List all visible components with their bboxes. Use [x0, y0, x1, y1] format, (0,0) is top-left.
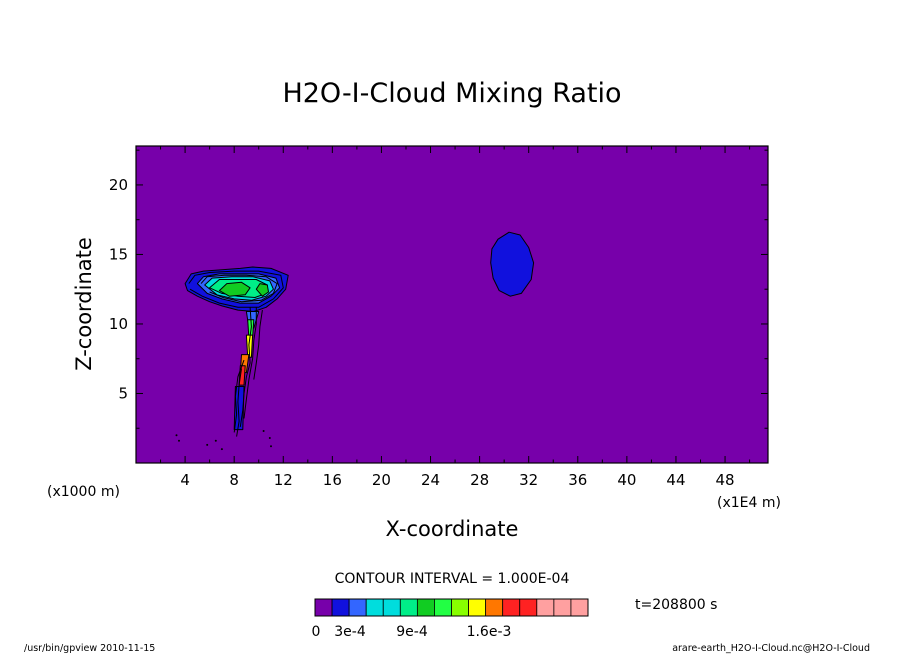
colorbar-swatch — [536, 598, 555, 617]
colorbar-swatch — [468, 598, 487, 617]
x-tick-label: 28 — [470, 471, 489, 489]
colorbar-swatch — [485, 598, 504, 617]
footer-right: arare-earth_H2O-I-Cloud.nc@H2O-I-Cloud — [672, 643, 870, 654]
y-tick-label: 5 — [118, 384, 128, 402]
colorbar-swatch — [434, 598, 452, 617]
chart-title: H2O-I-Cloud Mixing Ratio — [282, 78, 621, 109]
colorbar-swatch — [382, 598, 401, 617]
time-label: t=208800 s — [635, 597, 717, 613]
footer-left: /usr/bin/gpview 2010-11-15 — [24, 643, 155, 654]
colorbar-swatch — [502, 598, 521, 617]
column-contour-4 — [233, 359, 245, 433]
colorbar-swatch — [451, 598, 469, 617]
y-tick-label: 20 — [109, 176, 128, 194]
isolated-cloud — [490, 231, 535, 297]
x-tick-label: 32 — [519, 471, 538, 489]
column-contour-1 — [239, 307, 252, 427]
colorbar-swatch — [348, 598, 367, 617]
colorbar-tick-label: 1.6e-3 — [467, 624, 512, 640]
column-contour-2 — [243, 307, 257, 419]
speckle-5 — [262, 430, 265, 432]
x-tick-label: 20 — [372, 471, 391, 489]
anvil-contour-2 — [200, 274, 278, 303]
colorbar-swatch — [399, 598, 418, 617]
speckle-4 — [220, 448, 223, 451]
colorbar-swatch — [331, 598, 350, 617]
contour-lines — [188, 270, 284, 437]
y-axis-label: Z-coordinate — [72, 237, 96, 371]
speckle-2 — [206, 443, 209, 446]
x-tick-label: 24 — [421, 471, 440, 489]
speckle-0 — [175, 434, 178, 437]
x-tick-label: 16 — [323, 471, 342, 489]
x-tick-label: 40 — [617, 471, 636, 489]
colorbar-swatch — [553, 598, 572, 617]
colorbar-swatch — [365, 598, 384, 617]
colorbar-swatch — [314, 598, 333, 617]
x-tick-label: 8 — [229, 471, 239, 489]
x-tick-label: 48 — [716, 471, 735, 489]
colorbar-swatch — [416, 598, 435, 617]
anvil-contour-1 — [188, 270, 284, 308]
column-contour-5 — [236, 368, 242, 437]
y-axis-ticks: 5 10 15 20 — [109, 149, 768, 429]
y-tick-label: 15 — [109, 245, 128, 263]
contour-interval-label: CONTOUR INTERVAL = 1.000E-04 — [335, 571, 570, 587]
anvil-core-2 — [255, 283, 269, 297]
x-tick-label: 44 — [666, 471, 685, 489]
cloud-features — [184, 231, 535, 431]
speckle-7 — [270, 445, 272, 448]
x-unit-left: (x1000 m) — [47, 484, 120, 500]
anvil-core-1 — [218, 281, 251, 297]
x-unit-right: (x1E4 m) — [717, 495, 781, 511]
colorbar-tick-label: 3e-4 — [334, 624, 366, 640]
colorbar — [314, 598, 589, 617]
x-tick-label: 36 — [568, 471, 587, 489]
plot-frame — [135, 145, 769, 464]
colorbar-swatch — [570, 598, 589, 617]
x-axis-label: X-coordinate — [386, 517, 519, 541]
x-axis-ticks: 4 8 12 16 20 24 28 32 36 40 44 48 — [160, 146, 751, 489]
speckle-6 — [268, 437, 271, 439]
colorbar-tick-label: 0 — [312, 624, 321, 640]
x-tick-label: 4 — [180, 471, 190, 489]
speckle-1 — [178, 439, 180, 442]
column-contour-3 — [253, 310, 263, 380]
speckle-points — [175, 430, 272, 451]
speckle-3 — [214, 439, 217, 442]
y-tick-label: 10 — [109, 315, 128, 333]
x-tick-label: 12 — [274, 471, 293, 489]
colorbar-tick-label: 9e-4 — [396, 624, 428, 640]
colorbar-tick-labels: 0 3e-4 9e-4 1.6e-3 — [312, 624, 512, 640]
colorbar-swatch — [519, 598, 538, 617]
colorbar-frame — [314, 598, 589, 617]
